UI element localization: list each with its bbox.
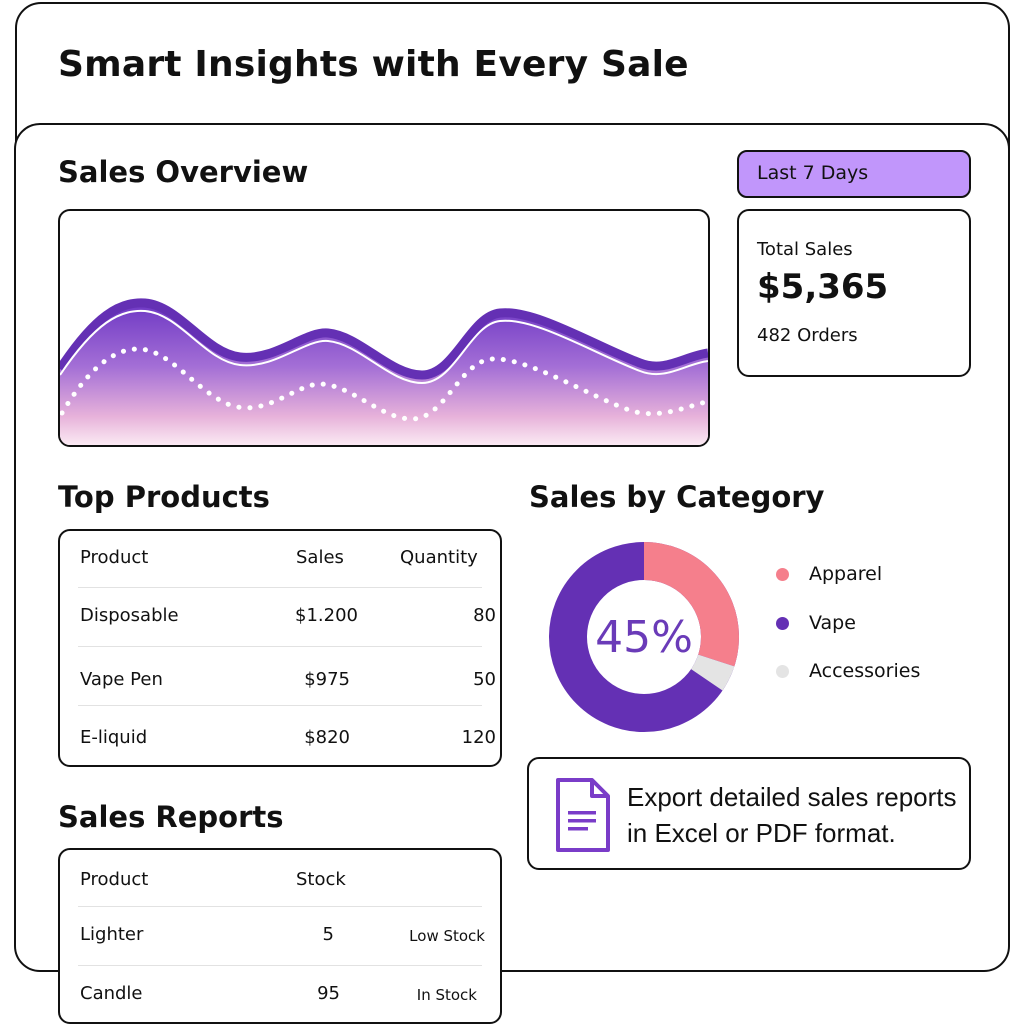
export-text-line-1: Export detailed sales reports [627,782,957,812]
sales-reports-table: Product Stock Lighter 5 Low Stock Candle… [58,848,502,1024]
donut-segment-apparel [549,542,739,732]
row-divider [78,587,482,588]
legend-dot-vape [776,616,789,630]
legend-item-vape: Vape [776,610,856,636]
legend-item-accessories: Accessories [776,658,920,684]
total-sales-label: Total Sales [757,239,853,260]
export-reports-card[interactable]: Export detailed sales reports in Excel o… [527,757,971,870]
product-quantity: 120 [461,727,496,748]
orders-count: 482 Orders [757,325,858,346]
document-icon [556,778,610,852]
sales-overview-chart [58,209,710,447]
column-header-quantity: Quantity [400,547,478,568]
product-sales: $820 [304,727,350,748]
legend-item-apparel: Apparel [776,561,882,587]
report-product-name: Candle [80,983,143,1004]
donut-center-label: 45% [595,611,693,663]
total-sales-value: $5,365 [757,267,889,307]
page-title: Smart Insights with Every Sale [58,44,689,85]
column-header-product: Product [80,547,149,568]
top-products-title: Top Products [58,480,270,514]
period-selector[interactable]: Last 7 Days [737,150,971,198]
column-header-sales: Sales [296,547,344,568]
row-divider [78,646,482,647]
sales-area-fill [60,302,708,445]
legend-dot-accessories [776,664,789,678]
column-header-product: Product [80,869,149,890]
sales-by-category-title: Sales by Category [529,480,825,514]
product-name: Vape Pen [80,669,163,690]
legend-dot-apparel [776,567,789,581]
stock-status-badge: Low Stock [409,927,485,945]
sales-area-line [60,298,708,380]
export-text-line-2: in Excel or PDF format. [627,818,896,848]
stock-status-badge: In Stock [416,986,477,1004]
sales-overview-title: Sales Overview [58,155,309,189]
sales-reports-title: Sales Reports [58,800,284,834]
product-quantity: 80 [473,605,496,626]
column-header-stock: Stock [296,869,346,890]
sales-chart-svg [60,298,708,445]
report-stock-value: 5 [322,924,334,945]
total-sales-card: Total Sales $5,365 482 Orders [737,209,971,377]
product-name: Disposable [80,605,179,626]
legend-label: Accessories [809,660,921,682]
top-products-table: Product Sales Quantity Disposable $1.200… [58,529,502,767]
product-name: E-liquid [80,727,148,748]
product-quantity: 50 [473,669,496,690]
comparison-dotted-line [60,346,708,422]
donut-svg [549,542,739,732]
row-divider [78,705,482,706]
report-product-name: Lighter [80,924,144,945]
row-divider [78,965,482,966]
category-donut-chart: 45% [547,540,741,734]
product-sales: $1.200 [295,605,358,626]
product-sales: $975 [304,669,350,690]
export-description: Export detailed sales reports in Excel o… [627,779,967,851]
sales-area-highlight [60,309,708,385]
row-divider [78,906,482,907]
legend-label: Apparel [809,563,883,585]
legend-label: Vape [809,612,856,634]
report-stock-value: 95 [317,983,340,1004]
